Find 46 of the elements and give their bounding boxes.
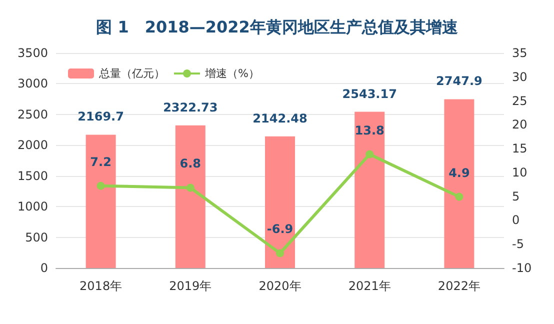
x-tick-label: 2021年 xyxy=(348,279,391,293)
bar xyxy=(175,125,206,268)
chart-title: 图 1 2018—2022年黄冈地区生产总值及其增速 xyxy=(96,18,459,36)
point xyxy=(186,184,194,192)
data-label: 2322.73 xyxy=(163,100,218,114)
y-tick-label: 3500 xyxy=(17,46,48,60)
data-label: -6.9 xyxy=(266,222,294,236)
x-tick-label: 2019年 xyxy=(169,279,212,293)
y2-tick-label: 10 xyxy=(512,165,528,180)
data-label: 13.8 xyxy=(354,123,384,138)
y-tick-label: 2500 xyxy=(17,107,48,122)
y2-tick-label: 20 xyxy=(512,118,528,132)
bar xyxy=(354,112,385,268)
point xyxy=(455,192,464,201)
y2-tick-label: 25 xyxy=(512,94,528,108)
x-tick-label: 2022年 xyxy=(438,279,480,293)
legend-label: 增速（%） xyxy=(204,67,260,80)
y-tick-label: 500 xyxy=(25,230,48,244)
point xyxy=(96,182,105,190)
legend-label: 总量（亿元） xyxy=(98,67,165,80)
data-label: 7.2 xyxy=(90,154,112,169)
y2-tick-label: -5 xyxy=(512,237,524,252)
y2-tick-label: 5 xyxy=(512,189,520,204)
y-tick-label: 1500 xyxy=(17,168,48,183)
data-label: 2747.9 xyxy=(436,74,482,88)
y2-tick-label: 30 xyxy=(512,70,528,84)
y2-tick-label: 0 xyxy=(512,213,520,228)
y2-tick-label: 35 xyxy=(512,46,528,60)
point xyxy=(366,150,374,158)
y-tick-label: 3000 xyxy=(17,76,48,91)
data-label: 6.8 xyxy=(180,156,202,171)
x-tick-label: 2020年 xyxy=(258,279,302,293)
data-label: 2142.48 xyxy=(252,111,308,126)
y2-tick-label: 15 xyxy=(512,142,528,156)
data-label: 2169.7 xyxy=(78,110,124,124)
y-tick-label: 0 xyxy=(40,261,48,275)
data-label: 4.9 xyxy=(448,166,470,180)
bar xyxy=(86,134,116,268)
y-tick-label: 1000 xyxy=(17,200,48,214)
y2-tick-label: -10 xyxy=(512,261,532,275)
data-label: 2543.17 xyxy=(342,86,397,101)
x-tick-label: 2018年 xyxy=(80,279,122,293)
bar xyxy=(265,136,295,268)
point xyxy=(276,249,284,258)
bar xyxy=(444,99,474,268)
y-tick-label: 2000 xyxy=(17,138,48,152)
